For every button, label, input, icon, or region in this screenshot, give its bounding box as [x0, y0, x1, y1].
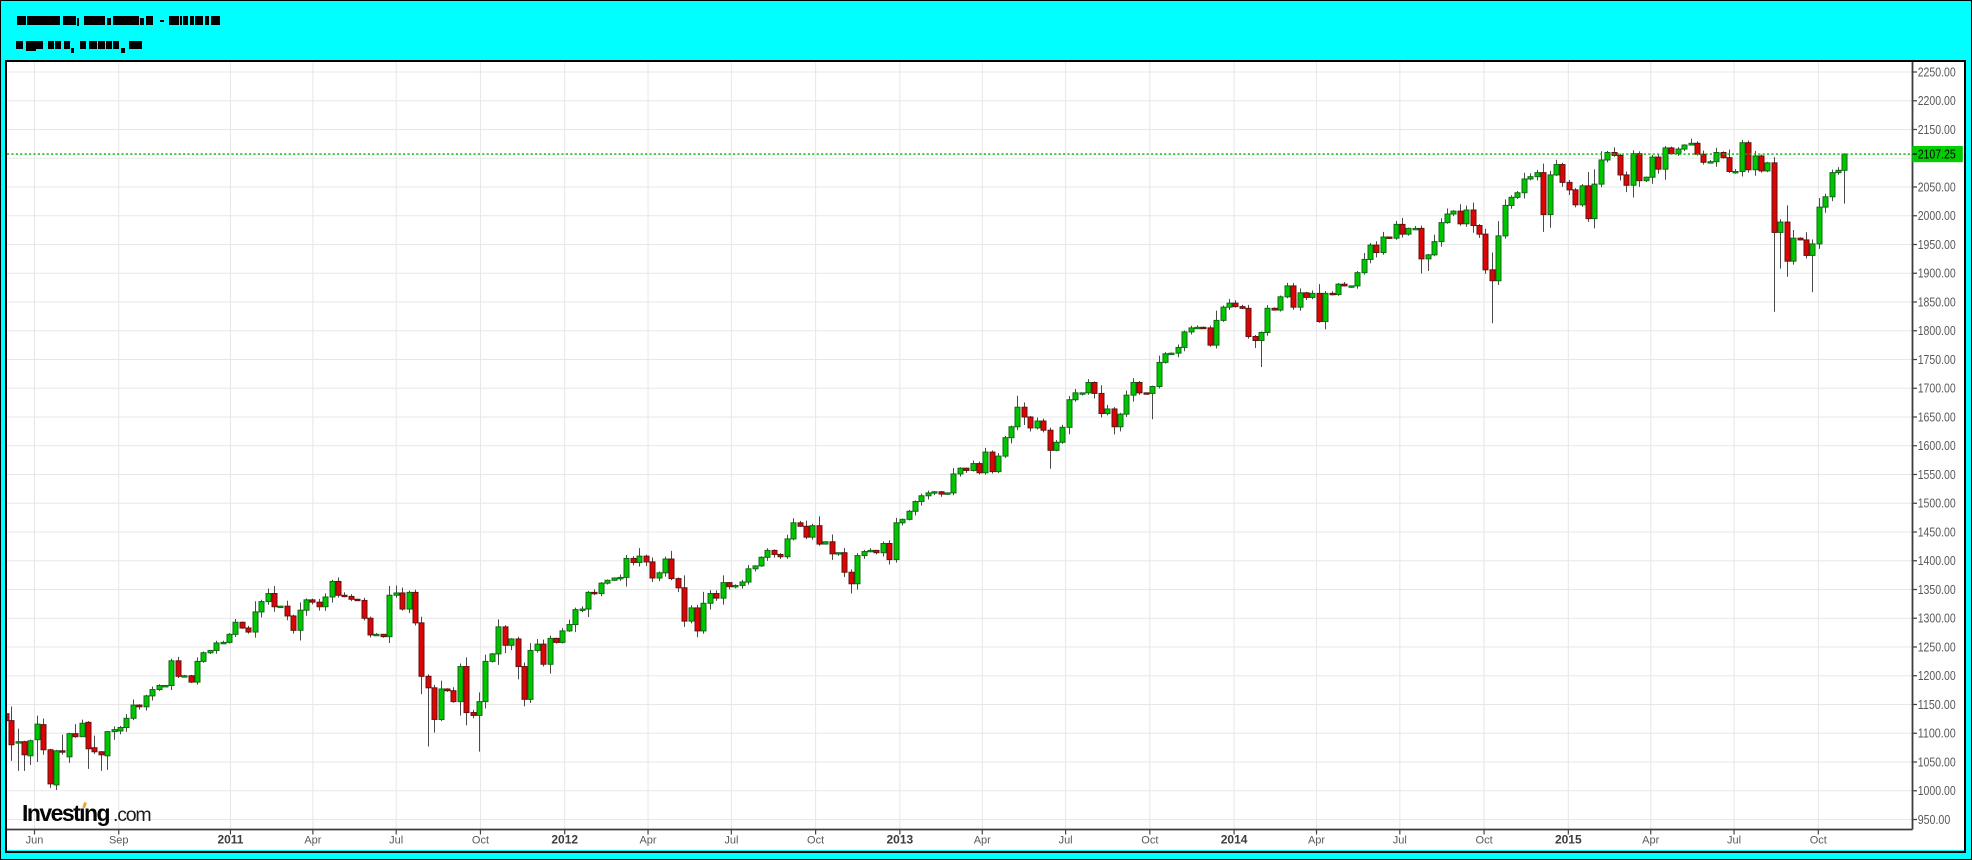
svg-text:Jul: Jul	[1727, 835, 1741, 847]
svg-text:1200.00: 1200.00	[1918, 669, 1956, 683]
svg-text:Apr: Apr	[1642, 835, 1659, 847]
svg-text:1400.00: 1400.00	[1918, 554, 1956, 568]
svg-text:Oct: Oct	[472, 835, 489, 847]
svg-text:Oct: Oct	[1476, 835, 1493, 847]
svg-text:1650.00: 1650.00	[1918, 410, 1956, 424]
svg-text:1450.00: 1450.00	[1918, 525, 1956, 539]
svg-text:Apr: Apr	[974, 835, 991, 847]
svg-text:Apr: Apr	[639, 835, 656, 847]
svg-text:1100.00: 1100.00	[1918, 727, 1956, 741]
svg-text:.com: .com	[113, 804, 150, 826]
svg-text:1800.00: 1800.00	[1918, 324, 1956, 338]
svg-text:1950.00: 1950.00	[1918, 238, 1956, 252]
svg-text:Apr: Apr	[304, 835, 321, 847]
svg-text:2013: 2013	[886, 833, 913, 847]
svg-text:1750.00: 1750.00	[1918, 353, 1956, 367]
svg-text:1050.00: 1050.00	[1918, 755, 1956, 769]
svg-text:1700.00: 1700.00	[1918, 382, 1956, 396]
svg-text:Oct: Oct	[1810, 835, 1827, 847]
svg-text:2014: 2014	[1221, 833, 1248, 847]
svg-text:1600.00: 1600.00	[1918, 439, 1956, 453]
svg-text:2050.00: 2050.00	[1918, 180, 1956, 194]
svg-text:2250.00: 2250.00	[1918, 65, 1956, 79]
svg-text:1850.00: 1850.00	[1918, 295, 1956, 309]
svg-text:Jun: Jun	[26, 835, 44, 847]
svg-text:1900.00: 1900.00	[1918, 267, 1956, 281]
svg-text:2015: 2015	[1555, 833, 1582, 847]
svg-text:2200.00: 2200.00	[1918, 94, 1956, 108]
svg-text:1300.00: 1300.00	[1918, 612, 1956, 626]
svg-text:Oct: Oct	[1141, 835, 1158, 847]
svg-text:2011: 2011	[217, 833, 243, 847]
svg-text:Jul: Jul	[1059, 835, 1073, 847]
svg-text:1500.00: 1500.00	[1918, 497, 1956, 511]
svg-text:1000.00: 1000.00	[1918, 784, 1956, 798]
svg-text:2150.00: 2150.00	[1918, 123, 1956, 137]
svg-text:Oct: Oct	[807, 835, 824, 847]
svg-text:Jul: Jul	[724, 835, 738, 847]
svg-text:1550.00: 1550.00	[1918, 468, 1956, 482]
svg-text:Apr: Apr	[1308, 835, 1325, 847]
svg-text:2107.25: 2107.25	[1918, 147, 1956, 161]
svg-text:Sep: Sep	[109, 835, 129, 847]
svg-text:2012: 2012	[551, 833, 578, 847]
svg-text:2000.00: 2000.00	[1918, 209, 1956, 223]
svg-text:1250.00: 1250.00	[1918, 640, 1956, 654]
svg-text:Jul: Jul	[1393, 835, 1407, 847]
svg-text:Investing: Investing	[22, 800, 110, 826]
svg-text:1150.00: 1150.00	[1918, 698, 1956, 712]
svg-text:Jul: Jul	[389, 835, 403, 847]
svg-text:950.00: 950.00	[1918, 813, 1951, 827]
svg-text:1350.00: 1350.00	[1918, 583, 1956, 597]
